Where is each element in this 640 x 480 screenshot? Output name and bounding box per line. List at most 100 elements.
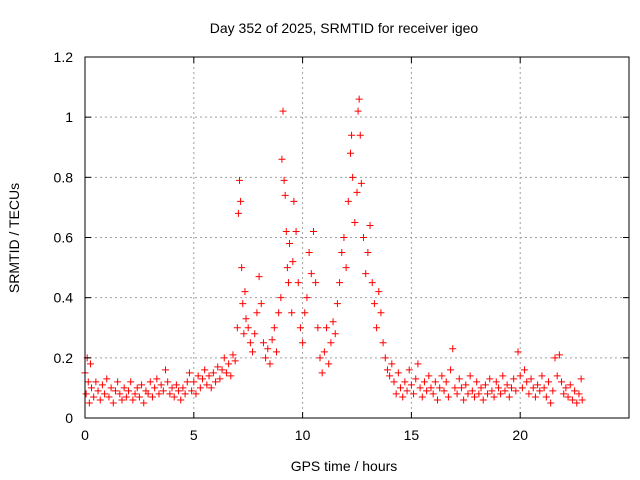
data-point xyxy=(492,378,500,386)
data-point xyxy=(412,375,420,383)
data-point xyxy=(289,258,297,266)
data-point xyxy=(290,197,298,205)
data-point xyxy=(373,324,381,332)
data-point xyxy=(103,375,111,383)
data-point xyxy=(566,381,574,389)
data-point xyxy=(279,107,287,115)
data-point xyxy=(383,366,391,374)
data-point xyxy=(259,339,267,347)
data-point xyxy=(283,264,291,272)
data-point xyxy=(484,390,492,398)
data-point xyxy=(233,324,241,332)
data-point xyxy=(175,387,183,395)
data-point xyxy=(536,387,544,395)
data-point xyxy=(309,227,317,235)
data-point xyxy=(209,369,217,377)
data-point xyxy=(270,324,278,332)
data-point xyxy=(427,384,435,392)
data-point xyxy=(477,384,485,392)
data-point xyxy=(212,378,220,386)
data-point xyxy=(390,378,398,386)
data-point xyxy=(368,279,376,287)
data-point xyxy=(331,330,339,338)
data-point xyxy=(301,309,309,317)
y-tick-label: 0.4 xyxy=(54,290,74,306)
data-point xyxy=(183,378,191,386)
data-point xyxy=(190,378,198,386)
data-point xyxy=(305,249,313,257)
data-point xyxy=(199,375,207,383)
data-point xyxy=(216,375,224,383)
data-point xyxy=(460,396,468,404)
data-point xyxy=(255,273,263,281)
data-point xyxy=(457,384,465,392)
data-point xyxy=(277,294,285,302)
data-point xyxy=(354,107,362,115)
data-point xyxy=(203,381,211,389)
data-point xyxy=(346,149,354,157)
data-point xyxy=(239,300,247,308)
data-point xyxy=(264,345,272,353)
data-point xyxy=(82,390,90,398)
data-point xyxy=(399,393,407,401)
data-point xyxy=(516,372,524,380)
data-point xyxy=(231,357,239,365)
data-point xyxy=(453,390,461,398)
data-point xyxy=(560,390,568,398)
data-point xyxy=(348,131,356,139)
data-point xyxy=(333,300,341,308)
data-point xyxy=(194,372,202,380)
data-point xyxy=(462,381,470,389)
data-point xyxy=(90,393,98,401)
data-point xyxy=(360,234,368,241)
data-point xyxy=(416,384,424,392)
data-point xyxy=(375,288,383,296)
data-point xyxy=(94,387,102,395)
data-point xyxy=(314,324,322,332)
data-point xyxy=(111,387,119,395)
data-point xyxy=(144,390,152,398)
chart-title: Day 352 of 2025, SRMTID for receiver ige… xyxy=(210,20,479,36)
x-tick-label: 10 xyxy=(295,427,311,443)
data-point xyxy=(205,372,213,380)
data-point xyxy=(234,209,242,217)
data-point xyxy=(571,387,579,395)
data-point xyxy=(455,375,463,383)
data-point xyxy=(340,234,348,241)
data-point xyxy=(507,384,515,392)
data-point xyxy=(86,360,94,368)
data-point xyxy=(553,372,561,380)
x-tick-label: 15 xyxy=(404,427,420,443)
data-point xyxy=(318,369,326,377)
data-point xyxy=(447,366,455,374)
data-point xyxy=(268,336,276,344)
y-tick-label: 0 xyxy=(65,410,73,426)
data-point xyxy=(292,227,300,235)
data-point xyxy=(262,354,270,362)
data-point xyxy=(96,396,104,404)
data-point xyxy=(214,363,222,371)
data-point xyxy=(220,354,228,362)
data-point xyxy=(523,378,531,386)
data-point xyxy=(481,381,489,389)
data-point xyxy=(434,396,442,404)
data-point xyxy=(329,318,337,326)
data-point xyxy=(237,197,245,205)
data-point xyxy=(418,393,426,401)
data-point xyxy=(284,279,292,287)
data-point xyxy=(349,173,357,181)
data-point xyxy=(278,155,286,163)
data-point xyxy=(386,372,394,380)
data-point xyxy=(414,360,422,368)
data-point xyxy=(240,330,248,338)
data-point xyxy=(473,378,481,386)
data-point xyxy=(351,218,359,226)
data-point xyxy=(288,309,296,317)
data-point xyxy=(442,378,450,386)
data-point xyxy=(440,387,448,395)
data-point xyxy=(244,324,252,332)
data-point xyxy=(227,372,235,380)
data-point xyxy=(410,390,418,398)
data-point xyxy=(229,351,237,359)
data-point xyxy=(281,191,289,199)
